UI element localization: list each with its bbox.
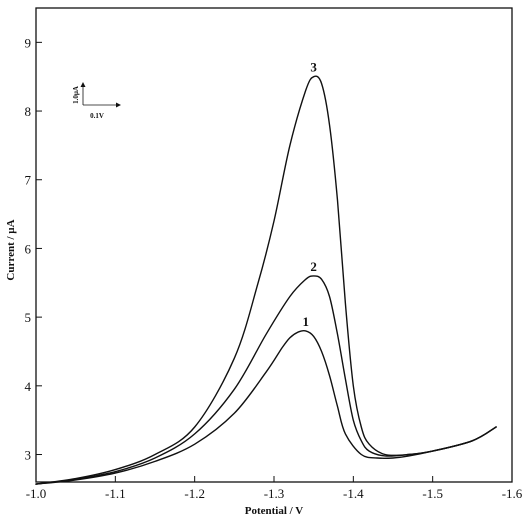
y-axis-title: Current / µA: [5, 219, 17, 280]
curve-label-2: 2: [310, 259, 317, 274]
x-tick-label: -1.0: [26, 486, 47, 501]
axis-tick-labels: -1.0 -1.1 -1.2 -1.3 -1.4 -1.5 -1.6 3 4 5 6 7 8 9: [25, 35, 523, 501]
plot-frame: [35, 7, 513, 483]
y-tick-label: 6: [25, 241, 32, 256]
y-tick-label: 5: [25, 310, 32, 325]
scale-bar-horizontal-label: 0.1V: [90, 112, 104, 120]
y-tick-label: 4: [25, 379, 32, 394]
y-tick-label: 8: [25, 104, 32, 119]
series-line-1: [35, 329, 497, 485]
y-tick-label: 7: [25, 173, 32, 188]
x-tick-label: -1.4: [343, 486, 364, 501]
x-axis-title: Potential / V: [245, 505, 304, 517]
scale-bar: 1.0µA 0.1V: [72, 82, 121, 120]
scale-bar-arrow-up-icon: [80, 82, 86, 87]
x-tick-label: -1.2: [184, 486, 205, 501]
series-layer: [35, 75, 497, 485]
y-tick-label: 9: [25, 35, 32, 50]
curve-label-3: 3: [310, 60, 317, 75]
x-tick-label: -1.3: [264, 486, 285, 501]
series-line-3: [35, 75, 497, 485]
x-tick-label: -1.6: [502, 486, 523, 501]
axis-ticks: [35, 41, 513, 482]
scale-bar-arrow-right-icon: [116, 102, 121, 108]
x-tick-label: -1.5: [422, 486, 443, 501]
curve-label-1: 1: [302, 314, 309, 329]
scale-bar-vertical-label: 1.0µA: [72, 86, 80, 104]
x-tick-label: -1.1: [105, 486, 126, 501]
y-tick-label: 3: [25, 448, 32, 463]
curve-label-layer: 1 2 3: [302, 60, 317, 329]
